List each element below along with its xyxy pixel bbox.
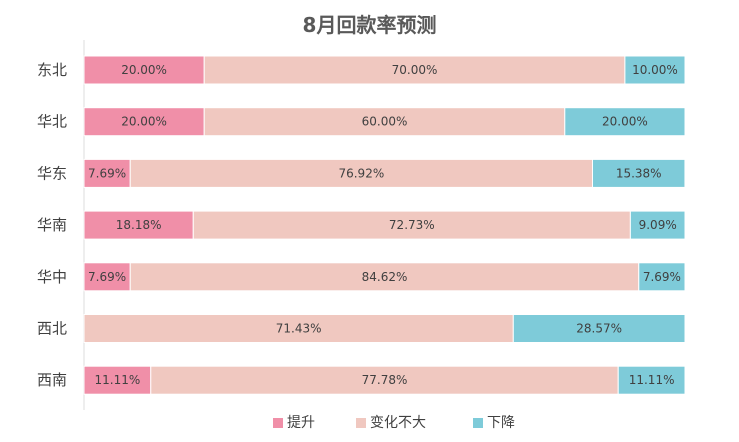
bar-segment	[150, 365, 619, 395]
legend-swatch	[273, 418, 283, 428]
y-tick-label: 东北	[37, 61, 67, 79]
bar-segment	[203, 55, 626, 85]
legend-label: 变化不大	[370, 415, 426, 431]
data-label: 7.69%	[88, 270, 126, 284]
bar-segment	[83, 262, 131, 292]
data-label: 9.09%	[639, 218, 677, 232]
bar-segment	[192, 210, 631, 240]
legend-label: 下降	[487, 415, 515, 431]
data-label: 15.38%	[616, 166, 662, 180]
chart-title: 8月回款率预测	[302, 13, 437, 37]
data-label: 20.00%	[121, 63, 167, 77]
data-label: 28.57%	[576, 322, 622, 336]
y-tick-label: 西北	[37, 320, 67, 338]
data-label: 72.73%	[389, 218, 435, 232]
data-label: 7.69%	[88, 166, 126, 180]
bar-segment	[624, 55, 686, 85]
bar-segment	[83, 55, 205, 85]
data-label: 71.43%	[276, 322, 322, 336]
y-tick-label: 华东	[37, 164, 67, 182]
data-label: 10.00%	[632, 63, 678, 77]
bar-segment	[203, 107, 566, 137]
bar-segment	[83, 365, 152, 395]
legend-label: 提升	[287, 415, 315, 431]
bar-segment	[617, 365, 686, 395]
legend-swatch	[356, 418, 366, 428]
data-label: 18.18%	[116, 218, 162, 232]
bar-segment	[512, 314, 686, 343]
data-label: 76.92%	[338, 166, 384, 180]
data-label: 60.00%	[362, 115, 408, 129]
y-tick-label: 华中	[37, 268, 67, 286]
bar-segment	[638, 262, 686, 292]
data-label: 20.00%	[121, 115, 167, 129]
data-label: 84.62%	[362, 270, 408, 284]
bar-segment	[83, 210, 194, 240]
y-tick-label: 华北	[37, 113, 67, 131]
data-label: 11.11%	[95, 373, 141, 387]
bar-segment	[629, 210, 686, 240]
data-label: 70.00%	[392, 63, 438, 77]
bar-segment	[129, 262, 640, 292]
bar-segment	[564, 107, 686, 137]
legend-swatch	[473, 418, 483, 428]
y-tick-label: 西南	[37, 371, 67, 389]
data-label: 11.11%	[629, 373, 675, 387]
y-tick-label: 华南	[37, 216, 67, 234]
data-label: 77.78%	[362, 373, 408, 387]
data-label: 7.69%	[643, 270, 681, 284]
bar-segment	[592, 158, 686, 188]
bar-segment	[83, 107, 205, 137]
data-label: 20.00%	[602, 115, 648, 129]
